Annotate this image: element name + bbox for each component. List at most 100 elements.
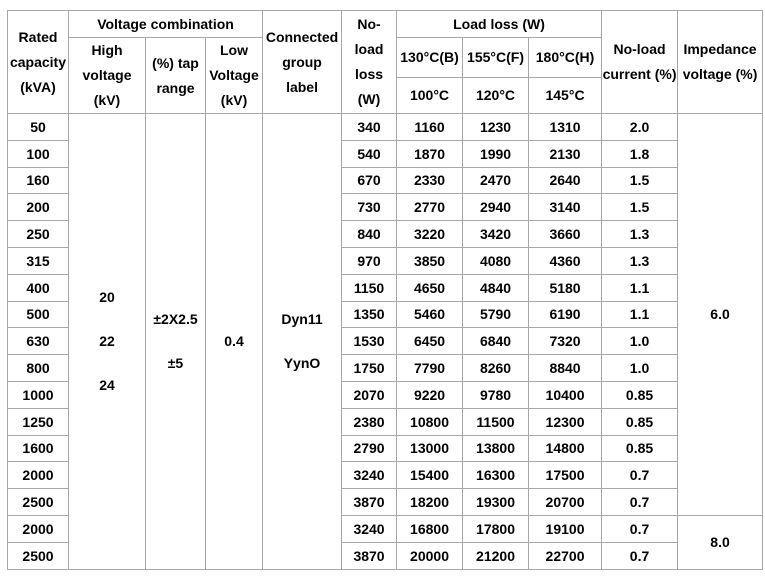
cell-load-loss-130: 5460	[396, 300, 464, 329]
cell-no-load-current: 0.7	[601, 461, 679, 490]
cell-load-loss-155: 3420	[462, 220, 530, 248]
cell-no-load-loss: 3870	[341, 488, 398, 516]
cell-load-loss-130: 3220	[396, 220, 464, 248]
cell-rated-capacity: 800	[7, 354, 69, 382]
cell-no-load-loss: 670	[341, 166, 398, 195]
cell-load-loss-155: 5790	[462, 300, 530, 329]
header-row-3: 100°C 120°C 145°C	[8, 76, 763, 115]
cell-no-load-loss: 1350	[341, 300, 398, 329]
cell-load-loss-130: 2330	[396, 166, 464, 195]
header-load-loss: Load loss (W)	[396, 10, 603, 38]
cell-load-loss-155: 11500	[462, 407, 530, 436]
cell-load-loss-180: 20700	[528, 488, 603, 516]
cell-no-load-loss: 540	[341, 139, 398, 168]
table-row: 1600 2790 13000 13800 14800 0.85	[7, 434, 763, 463]
cell-rated-capacity: 2000	[7, 461, 69, 490]
cell-load-loss-180: 4360	[528, 246, 603, 275]
cell-connected-group: Dyn11 YynO	[262, 113, 343, 570]
cell-load-loss-155: 21200	[462, 541, 530, 570]
cell-rated-capacity: 500	[7, 300, 69, 329]
cell-no-load-loss: 730	[341, 193, 398, 222]
cell-rated-capacity: 1250	[7, 407, 69, 436]
cell-no-load-current: 1.1	[601, 273, 679, 302]
cell-no-load-current: 2.0	[601, 113, 679, 141]
cell-no-load-loss: 1150	[341, 273, 398, 302]
cell-rated-capacity: 250	[7, 220, 69, 248]
header-no-load-loss: No- load loss (W)	[341, 10, 398, 114]
cell-load-loss-130: 4650	[396, 273, 464, 302]
header-rated-capacity: Rated capacity (kVA)	[7, 10, 69, 114]
header-temp-class-130: 130°C(B)	[396, 37, 464, 78]
cell-rated-capacity: 200	[7, 193, 69, 222]
cell-high-voltage: 20 22 24	[68, 113, 146, 570]
cell-load-loss-130: 1870	[396, 139, 464, 168]
cell-no-load-loss: 840	[341, 220, 398, 248]
header-temp-ref-145: 145°C	[528, 76, 603, 115]
cell-no-load-loss: 3240	[341, 461, 398, 490]
cell-rated-capacity: 100	[7, 139, 69, 168]
cell-load-loss-180: 22700	[528, 541, 603, 570]
table-row: 2000 3240 16800 17800 19100 0.7 8.0	[7, 514, 764, 570]
cell-load-loss-130: 2770	[396, 193, 464, 222]
cell-low-voltage: 0.4	[204, 113, 264, 570]
cell-impedance-voltage: 6.0	[677, 113, 764, 516]
cell-load-loss-155: 16300	[462, 461, 530, 490]
cell-rated-capacity: 315	[7, 246, 69, 275]
cell-load-loss-180: 8840	[528, 354, 603, 382]
header-impedance-voltage: Impedance voltage (%)	[677, 10, 764, 114]
header-high-voltage: High voltage (kV)	[68, 37, 146, 114]
cell-load-loss-180: 5180	[528, 273, 603, 302]
cell-no-load-current: 0.7	[601, 541, 679, 570]
cell-load-loss-180: 1310	[528, 113, 603, 141]
cell-no-load-current: 0.85	[601, 434, 679, 463]
cell-load-loss-155: 4080	[462, 246, 530, 275]
cell-tap-range: ±2X2.5 ±5	[145, 113, 206, 570]
cell-load-loss-180: 7320	[528, 327, 603, 356]
cell-load-loss-155: 9780	[462, 380, 530, 409]
cell-load-loss-155: 1990	[462, 139, 530, 168]
header-temp-class-155: 155°C(F)	[462, 37, 530, 78]
transformer-spec-table: Rated capacity (kVA) Voltage combination…	[7, 10, 764, 570]
cell-load-loss-155: 4840	[462, 273, 530, 302]
cell-load-loss-180: 14800	[528, 434, 603, 463]
header-temp-class-180: 180°C(H)	[528, 37, 603, 78]
cell-load-loss-155: 6840	[462, 327, 530, 356]
cell-load-loss-180: 12300	[528, 407, 603, 436]
table-row: 2000 3240 15400 16300 17500 0.7	[7, 461, 763, 490]
table-row: 2500 3870 20000 21200 22700 0.7	[7, 541, 763, 570]
cell-load-loss-130: 18200	[396, 488, 464, 516]
header-connected-group: Connected group label	[262, 10, 343, 114]
table-body: 50 20 22 24 ±2X2.5 ±5 0.4 Dyn11 YynO 340 1160 1…	[7, 113, 764, 570]
cell-no-load-loss: 2380	[341, 407, 398, 436]
cell-no-load-loss: 1750	[341, 354, 398, 382]
cell-load-loss-180: 17500	[528, 461, 603, 490]
cell-load-loss-180: 6190	[528, 300, 603, 329]
header-row-2: High voltage (kV) (%) tap range Low Volt…	[8, 37, 763, 114]
table-row: 1000 2070 9220 9780 10400 0.85	[7, 380, 763, 409]
cell-load-loss-155: 2940	[462, 193, 530, 222]
cell-load-loss-130: 15400	[396, 461, 464, 490]
cell-no-load-current: 1.1	[601, 300, 679, 329]
cell-no-load-loss: 3870	[341, 541, 398, 570]
cell-load-loss-155: 19300	[462, 488, 530, 516]
cell-load-loss-155: 2470	[462, 166, 530, 195]
cell-rated-capacity: 1000	[7, 380, 69, 409]
cell-load-loss-130: 7790	[396, 354, 464, 382]
header-temp-ref-120: 120°C	[462, 76, 530, 115]
header-no-load-current: No-load current (%)	[601, 10, 679, 114]
cell-load-loss-130: 9220	[396, 380, 464, 409]
cell-load-loss-130: 3850	[396, 246, 464, 275]
cell-no-load-current: 1.5	[601, 193, 679, 222]
table-row: 630 1530 6450 6840 7320 1.0	[7, 327, 763, 356]
cell-load-loss-180: 19100	[528, 514, 603, 543]
table-header: Rated capacity (kVA) Voltage combination…	[7, 10, 764, 115]
cell-load-loss-180: 2640	[528, 166, 603, 195]
cell-impedance-voltage: 8.0	[677, 514, 764, 570]
cell-load-loss-130: 1160	[396, 113, 464, 141]
cell-load-loss-155: 13800	[462, 434, 530, 463]
cell-rated-capacity: 160	[7, 166, 69, 195]
cell-rated-capacity: 630	[7, 327, 69, 356]
cell-rated-capacity: 2500	[7, 541, 69, 570]
cell-no-load-current: 1.8	[601, 139, 679, 168]
header-low-voltage: Low Voltage (kV)	[204, 37, 264, 114]
